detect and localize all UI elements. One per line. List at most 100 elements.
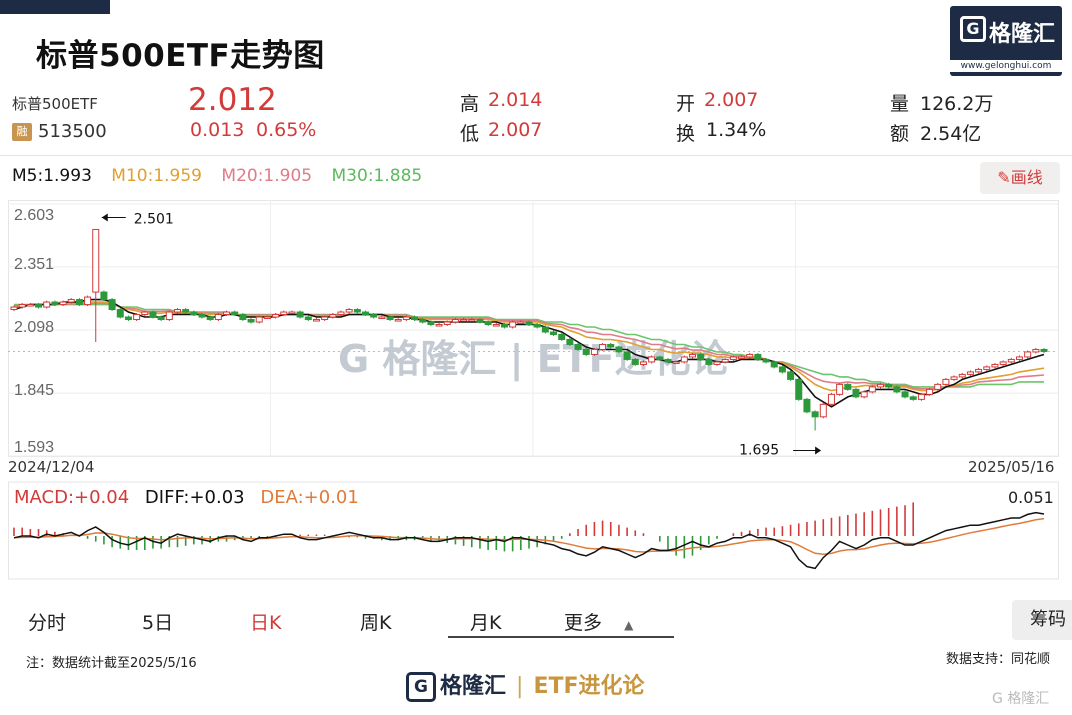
candle: [394, 319, 402, 322]
candle: [231, 311, 239, 316]
candle: [18, 304, 26, 308]
candle: [223, 311, 231, 316]
candle: [778, 366, 786, 373]
candle: [149, 311, 157, 318]
amount-value: 2.54亿: [920, 123, 982, 145]
candle: [435, 324, 443, 327]
candle: [337, 311, 345, 316]
candle: [272, 314, 280, 318]
candle: [280, 311, 288, 316]
annotation-arrowhead-high: [101, 213, 108, 222]
candle: [934, 383, 942, 390]
tab-more-label: 更多: [564, 612, 603, 634]
margin-tag: 融: [12, 123, 32, 141]
candle: [345, 309, 353, 313]
candle: [402, 316, 410, 321]
candle: [615, 346, 623, 353]
ma-legend: M5:1.993 M10:1.959 M20:1.905 M30:1.885: [12, 166, 436, 186]
divider: [0, 155, 1072, 156]
candle: [190, 311, 198, 316]
candle: [893, 386, 901, 393]
tab-5day[interactable]: 5日: [142, 612, 174, 634]
candle: [991, 363, 999, 368]
turnover-value: 1.34%: [706, 119, 767, 141]
candle: [746, 353, 754, 358]
diff-value: DIFF:+0.03: [144, 487, 245, 508]
ma5-legend: M5:1.993: [12, 166, 92, 186]
candle: [182, 309, 190, 313]
candle: [92, 228, 100, 293]
corner-watermark-text: 格隆汇: [1007, 691, 1050, 707]
candle: [10, 306, 18, 311]
candle: [484, 321, 492, 326]
candle: [329, 314, 337, 318]
candle: [198, 314, 206, 318]
candle: [173, 309, 181, 313]
candle: [950, 376, 958, 380]
candle: [443, 321, 451, 326]
page-title: 标普500ETF走势图: [36, 38, 325, 74]
footer-brand: ETF进化论: [533, 674, 645, 699]
macd-legend: MACD:+0.04 DIFF:+0.03 DEA:+0.01: [14, 487, 369, 508]
candle: [35, 304, 43, 308]
candle: [909, 396, 917, 400]
candle: [811, 411, 819, 418]
gelonghui-logo: G 格隆汇 www.gelonghui.com: [950, 6, 1062, 76]
annotation-arrowhead-low: [815, 446, 822, 455]
candle: [590, 348, 598, 355]
candle: [877, 383, 885, 388]
candle: [525, 321, 533, 326]
candle: [721, 358, 729, 363]
candle: [754, 353, 762, 360]
volume-label: 量: [890, 93, 910, 115]
candle: [1007, 358, 1015, 363]
macd-frame: [8, 481, 1059, 580]
chip-distribution-button[interactable]: 筹码: [1012, 600, 1072, 640]
y-tick-label: 1.593: [14, 439, 54, 456]
dea-value: DEA:+0.01: [260, 487, 359, 508]
candle: [762, 358, 770, 363]
tab-intraday[interactable]: 分时: [28, 612, 67, 634]
candle: [321, 316, 329, 321]
y-tick-label: 2.098: [14, 319, 54, 336]
candle: [353, 309, 361, 313]
candle: [362, 311, 370, 316]
tab-weekly[interactable]: 周K: [360, 612, 392, 634]
price-change-pct: 0.65%: [256, 119, 317, 141]
annotation-high-label: 2.501: [134, 211, 174, 227]
kline-chart: 2.603 2.351 2.098 1.845 1.593 2024/12/04 2025/…: [8, 200, 1059, 580]
draw-line-button[interactable]: ✎画线: [980, 162, 1060, 194]
candle: [901, 391, 909, 398]
tab-monthly[interactable]: 月K: [470, 612, 502, 634]
candle: [133, 314, 141, 321]
candle: [672, 361, 680, 364]
candle: [795, 378, 803, 400]
open-value: 2.007: [704, 89, 759, 111]
candle: [419, 319, 427, 323]
candle: [787, 371, 795, 380]
candle: [566, 338, 574, 345]
y-tick-label: 1.845: [14, 382, 54, 399]
volume-value: 126.2万: [920, 93, 994, 115]
candle: [582, 348, 590, 355]
tab-more[interactable]: 更多 ▲: [564, 608, 633, 635]
candle: [541, 326, 549, 333]
candle: [517, 321, 525, 325]
macd-value: MACD:+0.04: [14, 487, 130, 508]
macd-max-label: 0.051: [1008, 488, 1054, 507]
high-label: 高: [460, 93, 480, 115]
candle: [304, 316, 312, 321]
candle: [296, 311, 304, 318]
top-bar-decoration: [0, 0, 110, 14]
candle: [26, 304, 34, 307]
corner-watermark: G 格隆汇: [992, 688, 1049, 708]
fund-name: 标普500ETF: [12, 95, 98, 113]
candle: [999, 361, 1007, 365]
tab-daily[interactable]: 日K: [250, 612, 282, 634]
current-price: 2.012: [188, 82, 277, 118]
candle: [378, 316, 386, 320]
candle: [386, 316, 394, 321]
candle: [738, 356, 746, 359]
candle: [639, 361, 647, 365]
candle: [827, 393, 835, 405]
